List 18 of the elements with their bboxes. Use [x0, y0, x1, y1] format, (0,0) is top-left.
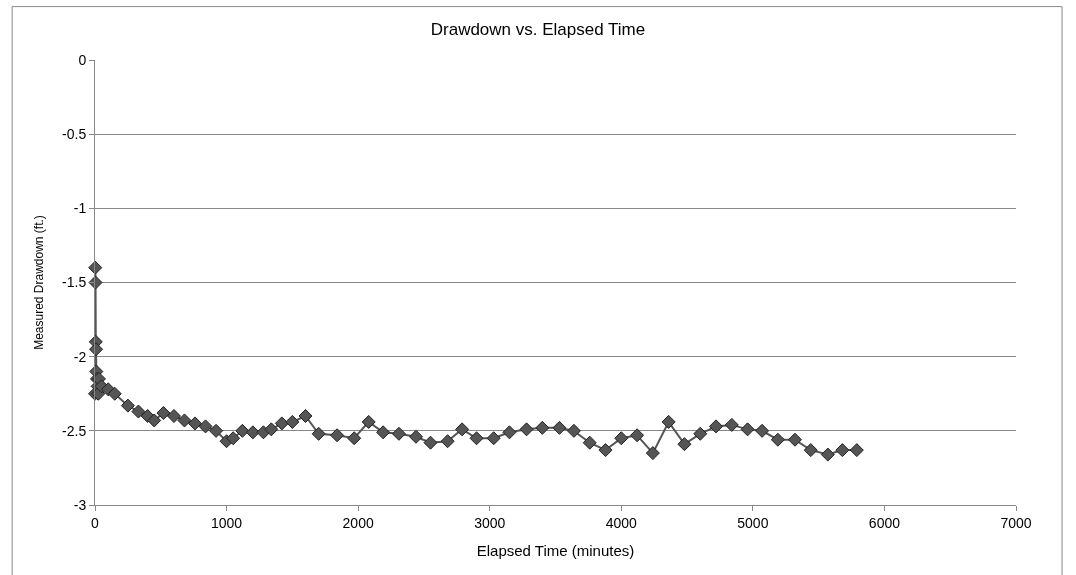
x-tick-label: 4000 [605, 514, 638, 531]
y-tick-label: -1.5 [62, 274, 87, 291]
x-tick-label: 5000 [737, 514, 769, 531]
y-tick-label: -0.5 [62, 126, 87, 143]
x-tick-label: 6000 [868, 514, 901, 531]
y-tick-label: -2 [73, 348, 87, 365]
chart-title: Drawdown vs. Elapsed Time [430, 19, 646, 39]
x-tick-label: 2000 [342, 514, 374, 531]
x-tick-label: 3000 [474, 514, 506, 531]
y-tick-label: -1 [73, 200, 87, 217]
x-axis-title: Elapsed Time (minutes) [476, 541, 635, 559]
x-tick-label: 7000 [1000, 514, 1032, 531]
x-tick-label: 0 [91, 514, 100, 531]
y-tick-label: -2.5 [62, 422, 87, 439]
y-tick-label: -3 [73, 496, 87, 513]
y-tick-label: 0 [78, 51, 87, 68]
y-axis-title: Measured Drawdown (ft.) [32, 215, 47, 350]
x-tick-label: 1000 [210, 514, 243, 531]
